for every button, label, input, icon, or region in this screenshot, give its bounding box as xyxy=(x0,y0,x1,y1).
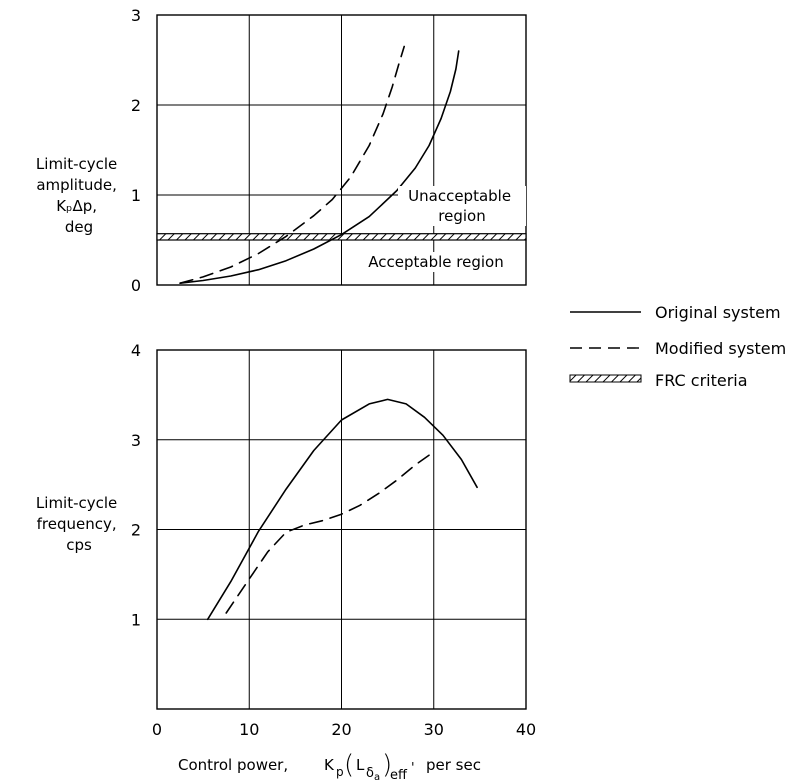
frequency-grid xyxy=(156,349,527,710)
x-axis-label-delta: δ xyxy=(366,766,374,781)
legend-modified-label: Modified system xyxy=(655,339,786,358)
frequency-y-tick-label-2: 3 xyxy=(131,431,141,450)
acceptable-label-bg xyxy=(352,252,520,272)
x-axis-label-paren-close: ) xyxy=(382,750,392,780)
acceptable-region-label: Acceptable region xyxy=(368,253,503,271)
amplitude-y-tick-label-1: 1 xyxy=(131,186,141,205)
frequency-series-original xyxy=(206,398,478,621)
frequency-y-tick-label-0: 1 xyxy=(131,610,141,629)
amplitude-series-original xyxy=(179,50,460,285)
x-tick-label-1: 10 xyxy=(239,720,259,739)
legend-original-label: Original system xyxy=(655,303,781,322)
unacceptable-label-bg xyxy=(398,186,526,206)
legend: Original system Modified system FRC crit… xyxy=(569,303,786,390)
amplitude-y-ticks: 0 1 2 3 xyxy=(131,6,141,295)
frequency-chart: 0 10 20 30 40 1 2 3 4 Limit-cycle frequency, cps… xyxy=(36,341,536,782)
x-axis-label-k: K xyxy=(324,756,335,774)
x-axis-label: Control power, K p ( L δ a ) eff ' per s… xyxy=(178,750,481,782)
x-axis-label-units: per sec xyxy=(426,756,481,774)
x-tick-label-3: 30 xyxy=(424,720,444,739)
frequency-y-tick-label-1: 2 xyxy=(131,521,141,540)
x-axis-label-eff: eff xyxy=(390,768,408,782)
x-tick-label-0: 0 xyxy=(152,720,162,739)
amplitude-series-modified xyxy=(179,45,406,285)
frequency-series-modified xyxy=(225,452,433,614)
x-axis-label-a: a xyxy=(374,772,380,782)
unacceptable-label-bg-2 xyxy=(398,206,526,226)
amplitude-chart: 0 1 2 3 Limit-cycle amplitude, KₚΔp, deg Un… xyxy=(36,6,527,295)
frequency-ticks: 0 10 20 30 40 1 2 3 4 xyxy=(131,341,536,739)
amplitude-y-label: Limit-cycle amplitude, KₚΔp, deg xyxy=(36,155,122,236)
frequency-y-label: Limit-cycle frequency, cps xyxy=(36,494,122,554)
legend-frc-swatch xyxy=(569,374,642,383)
legend-frc-label: FRC criteria xyxy=(655,371,748,390)
amplitude-y-tick-label-2: 2 xyxy=(131,96,141,115)
x-axis-label-text: Control power, xyxy=(178,756,288,774)
x-axis-label-paren-open: ( xyxy=(344,750,354,780)
x-axis-label-prime: ' xyxy=(411,761,415,776)
x-axis-label-p-sub: p xyxy=(336,765,344,779)
x-axis-label-l: L xyxy=(356,756,365,774)
amplitude-grid xyxy=(156,14,527,286)
x-tick-label-2: 20 xyxy=(331,720,351,739)
amplitude-y-tick-label-3: 3 xyxy=(131,6,141,25)
amplitude-y-tick-label-0: 0 xyxy=(131,276,141,295)
frequency-series xyxy=(206,398,478,621)
unacceptable-region-label: Unacceptable region xyxy=(408,187,516,225)
x-tick-label-4: 40 xyxy=(516,720,536,739)
frequency-y-tick-label-3: 4 xyxy=(131,341,141,360)
amplitude-series xyxy=(179,45,460,285)
